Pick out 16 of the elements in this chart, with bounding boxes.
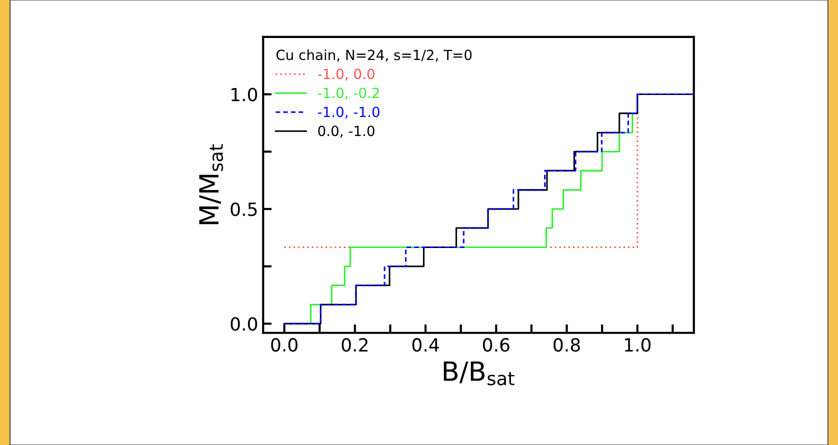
x-tick-label: 0.2 xyxy=(342,338,368,352)
x-tick-label: 0.0 xyxy=(271,338,298,352)
legend-label: -1.0, -1.0 xyxy=(318,106,380,119)
legend-label: -1.0, 0.0 xyxy=(318,68,374,81)
legend-label: -1.0, -0.2 xyxy=(318,88,379,100)
legend-title: Cu chain, N=24, s=1/2, T=0 xyxy=(276,49,472,62)
y-tick-label: 0.0 xyxy=(230,317,258,331)
legend-label: 0.0, -1.0 xyxy=(318,126,374,138)
y-axis-title: M/M$_{sat}$ xyxy=(199,144,224,224)
x-tick-label: 0.4 xyxy=(412,338,439,352)
y-tick-label: 1.0 xyxy=(232,88,258,102)
y-tick-label: 0.5 xyxy=(230,202,257,216)
x-tick-label: 0.8 xyxy=(554,338,580,352)
x-tick-label: 0.6 xyxy=(482,338,510,352)
x-tick-label: 1.0 xyxy=(625,338,651,352)
x-axis-title: B/B$_{sat}$ xyxy=(444,362,514,386)
